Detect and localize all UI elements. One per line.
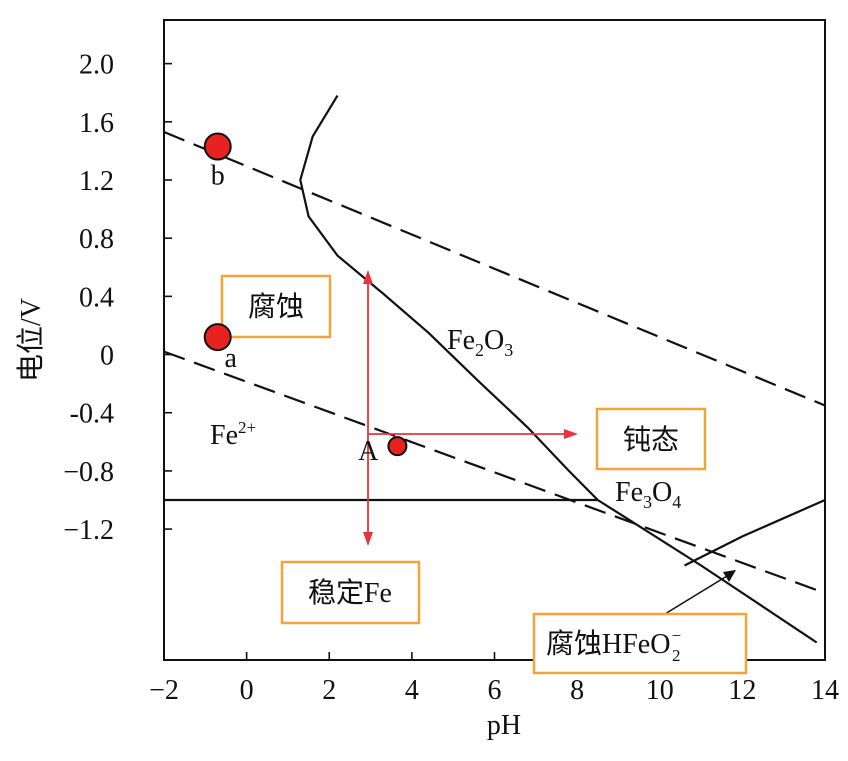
x-tick-label: 14 xyxy=(811,675,839,706)
point-A xyxy=(387,436,408,457)
point-a-arrows xyxy=(363,270,578,546)
x-tick-label: 8 xyxy=(570,675,584,706)
y-tick-label: 1.6 xyxy=(79,108,114,139)
point-b xyxy=(203,132,232,161)
x-tick-label: −2 xyxy=(149,675,179,706)
x-tick-label: 2 xyxy=(322,675,336,706)
x-axis-ticks: −2 0 2 4 6 8 10 12 14 xyxy=(149,652,839,706)
x-tick-label: 4 xyxy=(405,675,419,706)
y-axis-ticks: 2.0 1.6 1.2 0.8 0.4 0 -0.4 −0.8 −1.2 xyxy=(63,50,172,546)
stable-fe-box: 稳定Fe xyxy=(280,560,421,625)
corrosion-box: 腐蚀 xyxy=(220,274,332,339)
stable-fe-label: 稳定Fe xyxy=(308,577,392,609)
point-a xyxy=(203,323,232,352)
x-tick-label: 0 xyxy=(240,675,254,706)
boundary-line-2 xyxy=(163,350,826,595)
hfeo2-label: 腐蚀HFeO− 2 xyxy=(546,626,681,665)
region-fe2o3-label: Fe2O3 xyxy=(447,325,513,360)
y-tick-label: 0.4 xyxy=(79,282,114,313)
passivation-label: 钝态 xyxy=(623,424,679,456)
region-fe2-label: Fe2+ xyxy=(210,418,256,451)
hfeo2-box: 腐蚀HFeO− 2 xyxy=(532,612,748,675)
y-tick-label: 1.2 xyxy=(79,166,114,197)
y-tick-label: −1.2 xyxy=(63,515,114,546)
y-tick-label: 0 xyxy=(100,341,114,372)
point-a-label: a xyxy=(224,343,237,374)
arrow-up-head xyxy=(363,270,373,284)
arrow-right-head xyxy=(564,429,578,439)
x-axis-label: pH xyxy=(487,710,521,741)
boundary-lines xyxy=(163,95,826,644)
x-tick-label: 6 xyxy=(488,675,502,706)
boundary-line-5 xyxy=(684,498,826,567)
passivation-box: 钝态 xyxy=(595,407,707,471)
boundary-line-4 xyxy=(299,95,818,644)
x-tick-label: 12 xyxy=(728,675,756,706)
y-tick-label: −0.8 xyxy=(63,457,114,488)
point-b-label: b xyxy=(211,161,225,192)
point-A-label: A xyxy=(358,436,379,467)
y-tick-label: 0.8 xyxy=(79,224,114,255)
corrosion-label: 腐蚀 xyxy=(248,291,304,323)
marked-points: b a A xyxy=(203,132,408,467)
arrow-down-head xyxy=(363,532,373,546)
y-axis-label: 电位/V xyxy=(15,298,47,382)
region-fe3o4-label: Fe3O4 xyxy=(615,477,681,512)
hfeo2-pointer xyxy=(659,570,736,618)
y-tick-label: 2.0 xyxy=(79,50,114,81)
x-tick-label: 10 xyxy=(646,675,674,706)
boundary-line-1 xyxy=(163,130,826,407)
y-tick-label: -0.4 xyxy=(70,399,114,430)
